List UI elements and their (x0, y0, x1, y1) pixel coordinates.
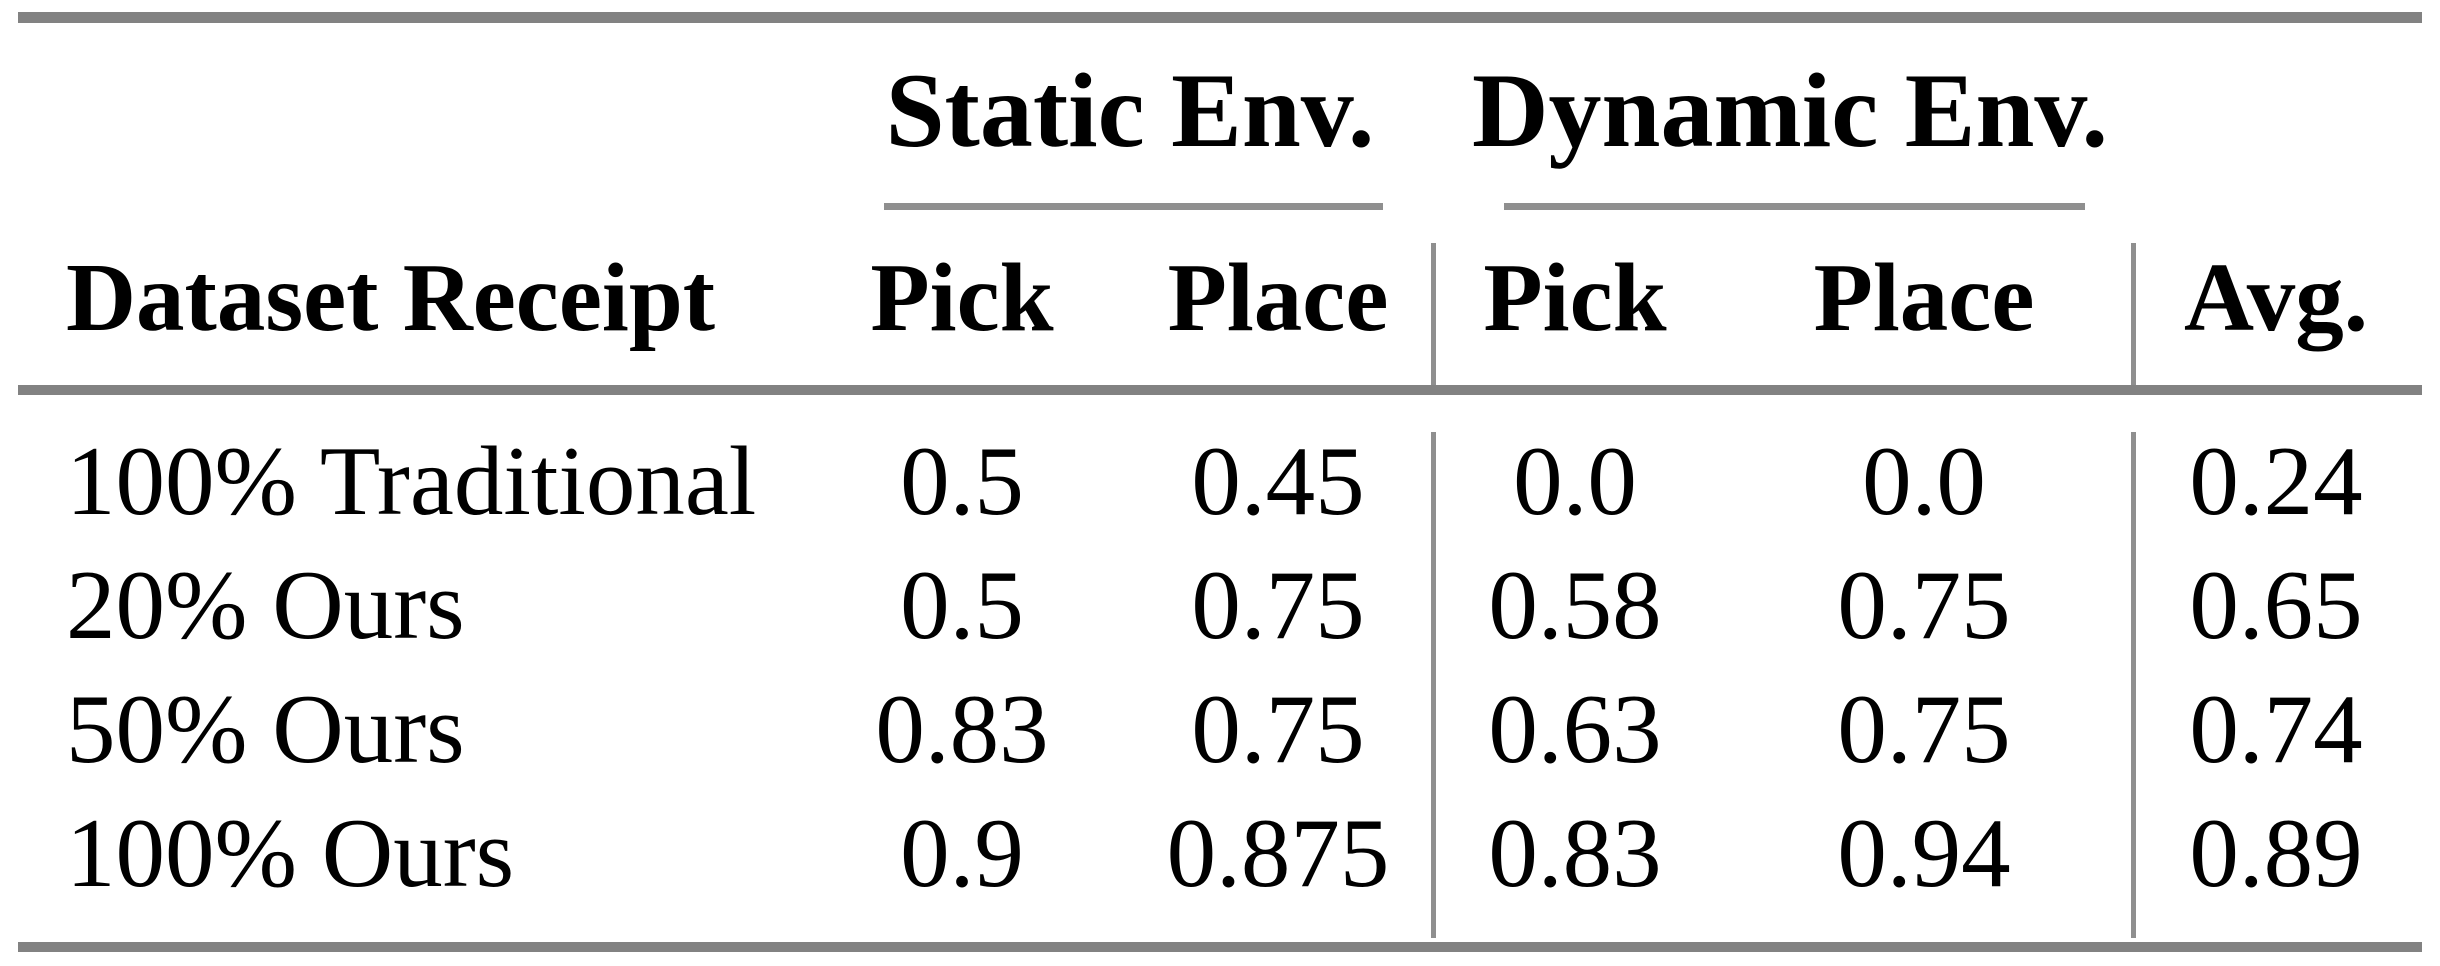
cell-dynamic-pick: 0.58 (1488, 551, 1662, 660)
cell-static-place: 0.45 (1191, 427, 1365, 536)
column-header-dynamic-pick: Pick (1483, 244, 1667, 351)
cell-dynamic-pick: 0.63 (1488, 675, 1662, 784)
static-env-cmidrule (884, 203, 1383, 210)
cell-static-place: 0.875 (1166, 799, 1390, 908)
table-bottom-rule (18, 942, 2422, 952)
cell-avg: 0.89 (2189, 799, 2363, 908)
cell-static-pick: 0.5 (900, 551, 1024, 660)
cell-static-pick: 0.5 (900, 427, 1024, 536)
table-mid-rule (18, 385, 2422, 395)
group-header-dynamic-env: Dynamic Env. (1471, 52, 2109, 169)
group-header-static-env: Static Env. (885, 52, 1375, 169)
cell-static-pick: 0.9 (900, 799, 1024, 908)
vline-static-dynamic-header (1431, 243, 1436, 385)
cell-avg: 0.24 (2189, 427, 2363, 536)
column-header-static-place: Place (1167, 244, 1389, 351)
cell-avg: 0.65 (2189, 551, 2363, 660)
row-label: 20% Ours (66, 551, 465, 660)
row-label: 50% Ours (66, 675, 465, 784)
vline-place-avg-body (2131, 432, 2136, 938)
cell-dynamic-pick: 0.0 (1513, 427, 1637, 536)
cell-avg: 0.74 (2189, 675, 2363, 784)
row-label: 100% Ours (66, 799, 515, 908)
cell-static-place: 0.75 (1191, 675, 1365, 784)
cell-dynamic-place: 0.94 (1837, 799, 2011, 908)
cell-dynamic-pick: 0.83 (1488, 799, 1662, 908)
cell-static-pick: 0.83 (875, 675, 1049, 784)
cell-dynamic-place: 0.75 (1837, 675, 2011, 784)
table-top-rule (18, 12, 2422, 23)
column-header-static-pick: Pick (870, 244, 1054, 351)
column-header-avg: Avg. (2183, 244, 2369, 351)
cell-static-place: 0.75 (1191, 551, 1365, 660)
row-label: 100% Traditional (66, 427, 757, 536)
dynamic-env-cmidrule (1504, 203, 2085, 210)
vline-place-avg-header (2131, 243, 2136, 385)
column-header-dynamic-place: Place (1813, 244, 2035, 351)
cell-dynamic-place: 0.0 (1862, 427, 1986, 536)
vline-static-dynamic-body (1431, 432, 1436, 938)
cell-dynamic-place: 0.75 (1837, 551, 2011, 660)
column-header-dataset-receipt: Dataset Receipt (66, 244, 716, 351)
